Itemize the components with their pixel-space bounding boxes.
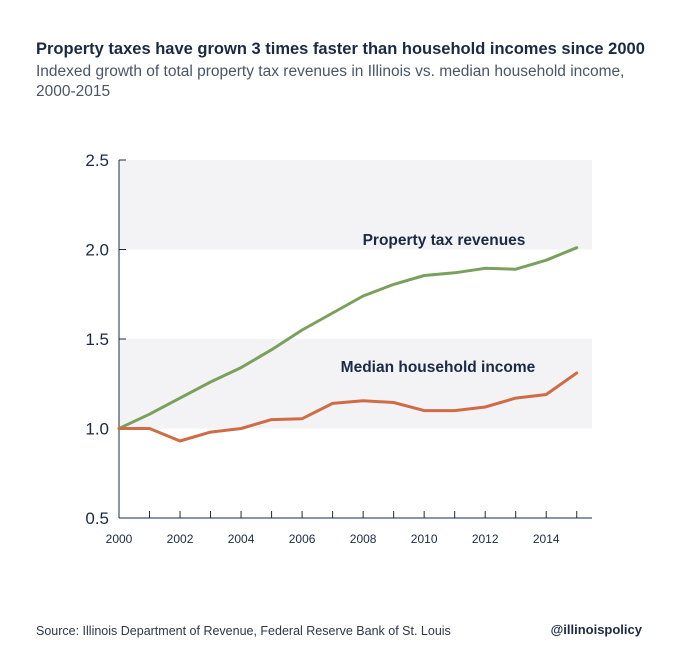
y-tick-label: 0.5 — [85, 509, 109, 528]
twitter-handle[interactable]: @illinoispolicy — [550, 622, 642, 637]
series-line — [117, 246, 579, 430]
series-label: Median household income — [341, 359, 536, 376]
y-tick-label: 2.5 — [85, 151, 109, 170]
y-tick-label: 2.0 — [85, 241, 109, 260]
x-tick-label: 2014 — [533, 532, 560, 546]
y-tick-label: 1.0 — [85, 420, 109, 439]
y-tick-label: 1.5 — [85, 330, 109, 349]
x-tick-label: 2012 — [472, 532, 499, 546]
series-line — [117, 371, 579, 443]
x-tick-label: 2004 — [228, 532, 255, 546]
x-tick-label: 2008 — [350, 532, 377, 546]
series-label: Property tax revenues — [363, 232, 526, 249]
source-note: Source: Illinois Department of Revenue, … — [36, 624, 451, 638]
x-tick-label: 2010 — [411, 532, 438, 546]
chart-subtitle: Indexed growth of total property tax rev… — [36, 63, 625, 100]
x-tick-label: 2006 — [289, 532, 316, 546]
chart-title: Property taxes have grown 3 times faster… — [36, 40, 645, 58]
x-tick-label: 2002 — [167, 532, 194, 546]
x-tick-label: 2000 — [106, 532, 133, 546]
background-band — [119, 339, 592, 429]
background-band — [119, 160, 592, 250]
